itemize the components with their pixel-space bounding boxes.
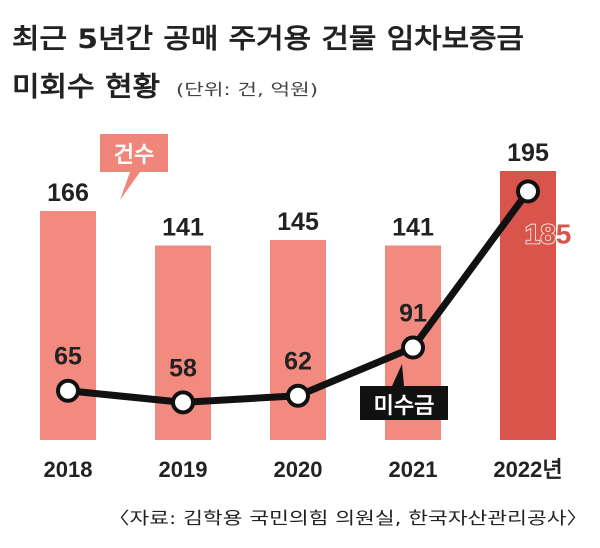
bar-value-label: 166 (47, 179, 89, 207)
line-point (401, 335, 425, 360)
legend-line-label: 미수금 (374, 394, 435, 419)
source-note: 〈자료: 김학용 국민의힘 의원실, 한국자산관리공사〉 (108, 509, 588, 529)
chart-title-line1: 최근 5년간 공매 주거용 건물 임차보증금 (12, 24, 524, 55)
bar-2018 (40, 211, 96, 440)
x-tick-label: 2022년 (493, 457, 562, 482)
line-value-label: 65 (54, 343, 82, 371)
bar-value-label: 195 (507, 139, 549, 167)
x-tick-label: 2018 (44, 457, 93, 482)
x-tick-label: 2020 (274, 457, 323, 482)
legend-line: 미수금 (360, 364, 448, 420)
line-value-label: 185 (525, 218, 572, 249)
line-point (286, 383, 310, 408)
bar-value-label: 141 (392, 213, 434, 241)
bar-value-label: 141 (162, 213, 204, 241)
bar-2022년 (500, 171, 556, 440)
line-point (516, 179, 540, 204)
x-tick-label: 2021 (389, 457, 438, 482)
line-value-label: 62 (284, 348, 312, 376)
x-tick-label: 2019 (159, 457, 208, 482)
line-series: 65 58 62 91 185 (54, 179, 572, 415)
line-point (171, 390, 195, 415)
bar-value-labels: 166 141 145 141 195 (47, 139, 549, 241)
line-value-label: 58 (169, 354, 197, 382)
bar-series (40, 171, 556, 440)
legend-line-badge (360, 364, 448, 420)
bar-2020 (270, 239, 326, 440)
line-point (56, 378, 80, 403)
line-value-label: 91 (399, 300, 427, 328)
bar-value-label: 145 (277, 208, 319, 236)
legend-bar-label: 건수 (114, 143, 154, 168)
legend-bar: 건수 (100, 134, 168, 200)
legend-bar-badge (100, 134, 168, 200)
chart-title-line2: 미회수 현황 (12, 72, 160, 103)
x-axis-tick-labels: 2018 2019 2020 2021 2022년 (44, 457, 563, 482)
unit-label: (단위: 건, 억원) (176, 80, 318, 99)
